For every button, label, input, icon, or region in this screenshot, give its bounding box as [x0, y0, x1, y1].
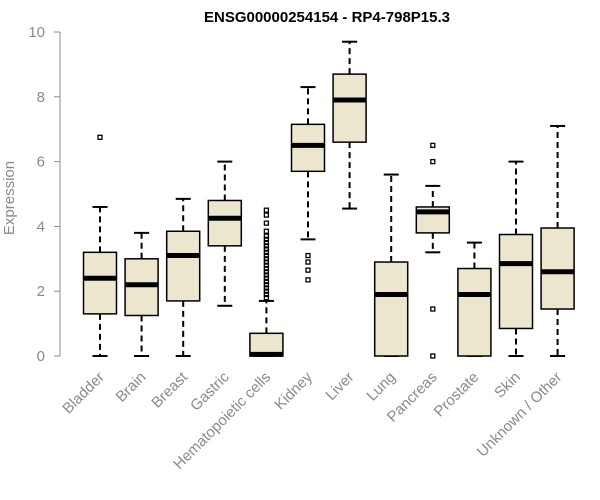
outlier-point	[263, 291, 270, 298]
outlier-point	[430, 353, 436, 359]
outlier-point	[263, 272, 270, 278]
x-tick-label: Skin	[491, 369, 524, 402]
x-tick-label: Breast	[148, 368, 191, 411]
box-brain	[124, 231, 159, 357]
outlier-point	[263, 262, 270, 268]
y-tick-label: 0	[37, 348, 45, 365]
box-hematopoietic-cells	[249, 207, 284, 357]
outlier-point	[430, 306, 436, 312]
outlier-point	[263, 269, 270, 275]
box-prostate	[457, 241, 492, 357]
outlier-point	[305, 267, 311, 273]
x-tick-label: Bladder	[59, 369, 108, 418]
box-body	[82, 251, 118, 315]
box-lung	[373, 173, 409, 357]
y-tick-label: 4	[37, 218, 45, 235]
outlier-point	[305, 252, 311, 259]
box-body	[332, 73, 367, 143]
y-tick-label: 2	[37, 283, 45, 300]
outlier-point	[263, 239, 270, 246]
box-liver	[332, 40, 367, 210]
outlier-point	[263, 243, 270, 249]
outlier-point	[263, 295, 270, 301]
outlier-point	[263, 259, 270, 265]
outlier-point	[263, 288, 270, 294]
outlier-point	[263, 246, 270, 252]
outlier-point	[305, 277, 311, 283]
outlier-point	[263, 233, 270, 239]
box-gastric	[207, 160, 243, 307]
x-tick-label: Brain	[113, 369, 150, 406]
box-pancreas	[415, 142, 451, 359]
outlier-point	[97, 134, 103, 140]
y-tick-label: 6	[37, 154, 45, 171]
box-skin	[498, 160, 534, 357]
x-tick-label: Kidney	[271, 368, 316, 413]
chart-title: ENSG00000254154 - RP4-798P15.3	[204, 9, 450, 26]
x-tick-label: Prostate	[431, 369, 483, 421]
box-body	[498, 233, 534, 330]
outlier-point	[263, 228, 270, 234]
outlier-point	[263, 285, 270, 291]
outlier-point	[263, 212, 270, 218]
box-bladder	[82, 134, 118, 357]
y-axis: 0 2 4 6 8 10	[28, 24, 61, 365]
outlier-point	[263, 207, 270, 213]
outlier-point	[263, 220, 270, 226]
outlier-point	[263, 256, 270, 262]
box-body	[373, 261, 409, 357]
box-breast	[165, 197, 201, 357]
outlier-point	[263, 236, 270, 243]
box-body	[207, 199, 243, 247]
outlier-point	[430, 142, 436, 149]
outlier-point	[263, 252, 270, 259]
outlier-point	[430, 158, 436, 165]
box-kidney	[290, 86, 326, 283]
y-tick-label: 10	[28, 24, 45, 41]
x-tick-label: Lung	[363, 369, 399, 405]
plot-area	[82, 40, 575, 359]
outlier-point	[263, 249, 270, 255]
y-tick-label: 8	[37, 89, 45, 106]
box-body	[540, 227, 575, 310]
x-tick-label: Liver	[322, 369, 357, 404]
y-axis-title: Expression	[1, 161, 18, 235]
box-unknown-other	[540, 124, 575, 357]
outlier-point	[263, 275, 270, 281]
box-body	[457, 267, 492, 357]
box-body	[165, 230, 201, 302]
outlier-point	[263, 282, 270, 288]
outlier-point	[305, 259, 311, 265]
outlier-point	[263, 278, 270, 285]
outlier-point	[263, 265, 270, 272]
